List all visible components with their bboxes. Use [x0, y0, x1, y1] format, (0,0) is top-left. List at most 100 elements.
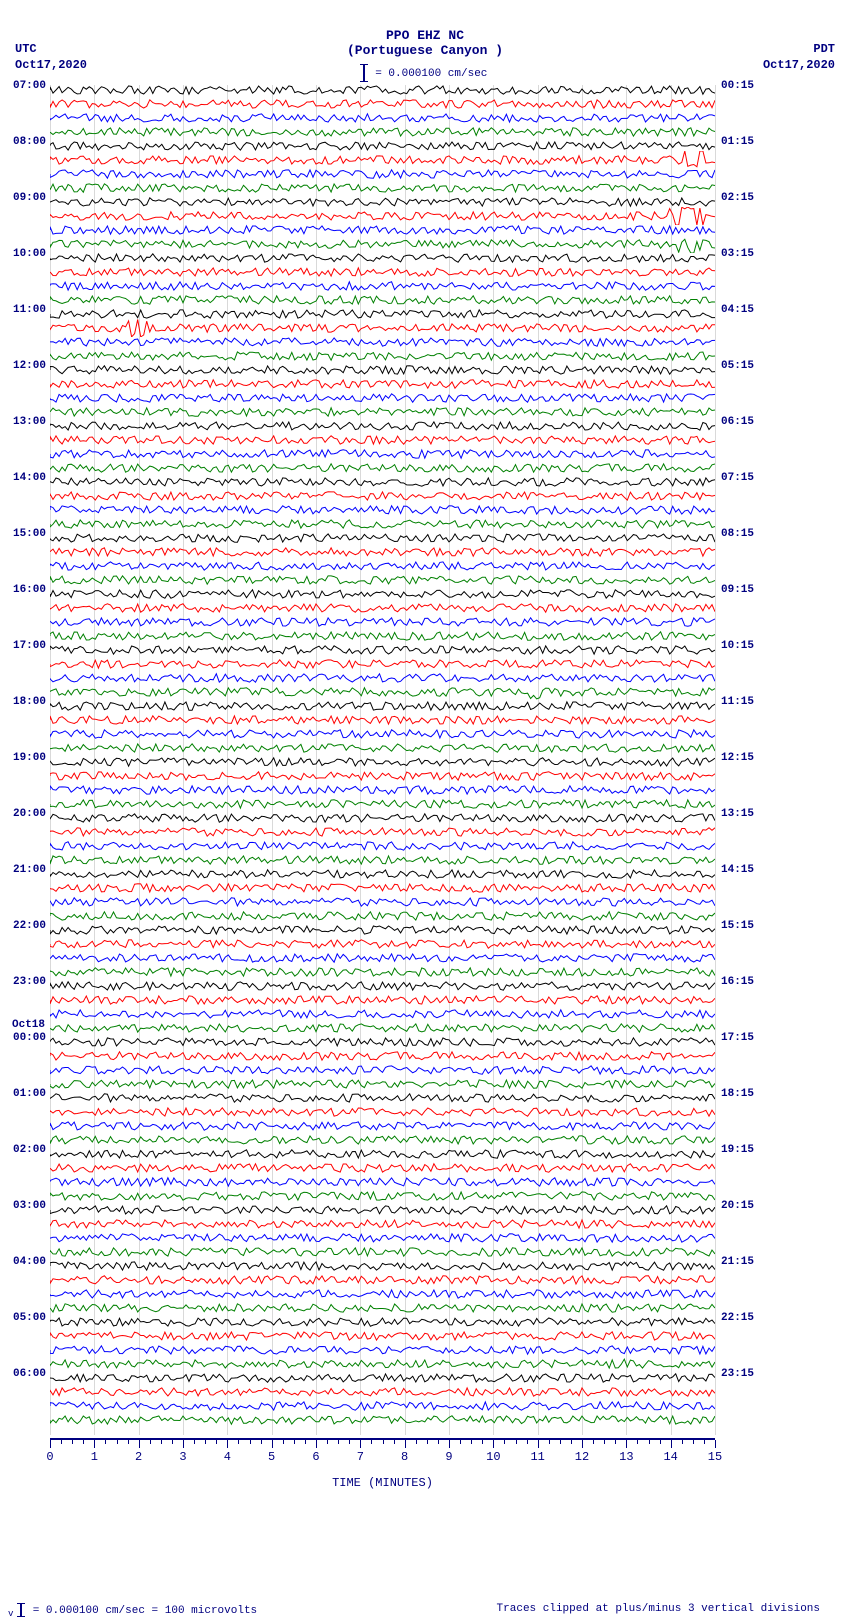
x-tick-minor	[704, 1440, 705, 1444]
x-tick-label: 3	[179, 1450, 186, 1464]
utc-time-label: 11:00	[4, 304, 46, 316]
utc-time-label: 17:00	[4, 640, 46, 652]
utc-time-label: 06:00	[4, 1368, 46, 1380]
x-tick-minor	[693, 1440, 694, 1444]
utc-time-label: 04:00	[4, 1256, 46, 1268]
x-tick-minor	[294, 1440, 295, 1444]
x-tick-minor	[283, 1440, 284, 1444]
x-tick-minor	[327, 1440, 328, 1444]
utc-time-label: 00:00	[4, 1032, 46, 1044]
x-tick-label: 14	[663, 1450, 677, 1464]
x-tick-major	[405, 1440, 406, 1448]
utc-time-label: 20:00	[4, 808, 46, 820]
date-utc: Oct17,2020	[15, 58, 87, 74]
utc-time-label: 08:00	[4, 136, 46, 148]
x-tick-label: 5	[268, 1450, 275, 1464]
x-tick-minor	[649, 1440, 650, 1444]
x-tick-minor	[427, 1440, 428, 1444]
x-tick-label: 7	[357, 1450, 364, 1464]
x-tick-minor	[105, 1440, 106, 1444]
x-axis-title: TIME (MINUTES)	[50, 1476, 715, 1490]
x-tick-minor	[482, 1440, 483, 1444]
x-tick-major	[715, 1440, 716, 1448]
x-tick-minor	[117, 1440, 118, 1444]
utc-time-label: 15:00	[4, 528, 46, 540]
tz-pdt: PDT	[763, 42, 835, 58]
x-tick-major	[139, 1440, 140, 1448]
pdt-time-label: 11:15	[721, 696, 754, 708]
x-tick-major	[183, 1440, 184, 1448]
scale-bar-icon	[363, 64, 365, 82]
x-tick-major	[227, 1440, 228, 1448]
x-tick-label: 8	[401, 1450, 408, 1464]
x-tick-major	[50, 1440, 51, 1448]
footer-scale: v = 0.000100 cm/sec = 100 microvolts	[8, 1603, 257, 1619]
x-tick-minor	[615, 1440, 616, 1444]
pdt-time-label: 08:15	[721, 528, 754, 540]
pdt-time-label: 02:15	[721, 192, 754, 204]
pdt-label: PDT Oct17,2020	[763, 42, 835, 73]
x-tick-label: 9	[445, 1450, 452, 1464]
utc-time-label: 05:00	[4, 1312, 46, 1324]
x-tick-minor	[216, 1440, 217, 1444]
x-tick-minor	[194, 1440, 195, 1444]
station-name: (Portuguese Canyon )	[0, 43, 850, 58]
x-tick-minor	[549, 1440, 550, 1444]
x-tick-minor	[504, 1440, 505, 1444]
x-tick-minor	[471, 1440, 472, 1444]
pdt-time-label: 16:15	[721, 976, 754, 988]
utc-time-label: 09:00	[4, 192, 46, 204]
x-tick-minor	[383, 1440, 384, 1444]
trace-row	[50, 1415, 715, 1429]
x-tick-minor	[660, 1440, 661, 1444]
x-tick-minor	[416, 1440, 417, 1444]
x-tick-label: 13	[619, 1450, 633, 1464]
pdt-time-label: 04:15	[721, 304, 754, 316]
date-pdt: Oct17,2020	[763, 58, 835, 74]
x-ticks: 0123456789101112131415	[50, 1440, 715, 1452]
x-tick-minor	[261, 1440, 262, 1444]
pdt-time-label: 21:15	[721, 1256, 754, 1268]
utc-time-label: 19:00	[4, 752, 46, 764]
x-tick-minor	[172, 1440, 173, 1444]
footer-left-text: = 0.000100 cm/sec = 100 microvolts	[33, 1605, 257, 1617]
x-tick-minor	[593, 1440, 594, 1444]
pdt-time-label: 12:15	[721, 752, 754, 764]
footer-clip-note: Traces clipped at plus/minus 3 vertical …	[497, 1603, 820, 1615]
x-axis: 0123456789101112131415 TIME (MINUTES)	[50, 1438, 715, 1490]
utc-time-label: 07:00	[4, 80, 46, 92]
scale-bar-icon	[20, 1603, 22, 1617]
pdt-time-label: 10:15	[721, 640, 754, 652]
pdt-time-label: 17:15	[721, 1032, 754, 1044]
pdt-time-label: 14:15	[721, 864, 754, 876]
x-tick-label: 12	[575, 1450, 589, 1464]
x-tick-major	[671, 1440, 672, 1448]
utc-time-label: 13:00	[4, 416, 46, 428]
x-tick-minor	[161, 1440, 162, 1444]
x-tick-minor	[682, 1440, 683, 1444]
utc-time-label: 01:00	[4, 1088, 46, 1100]
pdt-time-label: 22:15	[721, 1312, 754, 1324]
header: PPO EHZ NC (Portuguese Canyon ) = 0.0001…	[0, 0, 850, 82]
pdt-time-label: 00:15	[721, 80, 754, 92]
x-tick-minor	[438, 1440, 439, 1444]
pdt-time-label: 23:15	[721, 1368, 754, 1380]
utc-time-label: 12:00	[4, 360, 46, 372]
utc-label: UTC Oct17,2020	[15, 42, 87, 73]
pdt-time-label: 13:15	[721, 808, 754, 820]
x-tick-major	[449, 1440, 450, 1448]
pdt-time-label: 05:15	[721, 360, 754, 372]
utc-time-label: 02:00	[4, 1144, 46, 1156]
x-tick-label: 11	[530, 1450, 544, 1464]
x-tick-minor	[371, 1440, 372, 1444]
pdt-time-label: 20:15	[721, 1200, 754, 1212]
x-tick-major	[272, 1440, 273, 1448]
x-tick-minor	[460, 1440, 461, 1444]
x-tick-minor	[238, 1440, 239, 1444]
pdt-time-label: 01:15	[721, 136, 754, 148]
tz-utc: UTC	[15, 42, 87, 58]
utc-time-label: 23:00	[4, 976, 46, 988]
x-tick-label: 0	[46, 1450, 53, 1464]
pdt-time-label: 18:15	[721, 1088, 754, 1100]
pdt-time-label: 15:15	[721, 920, 754, 932]
